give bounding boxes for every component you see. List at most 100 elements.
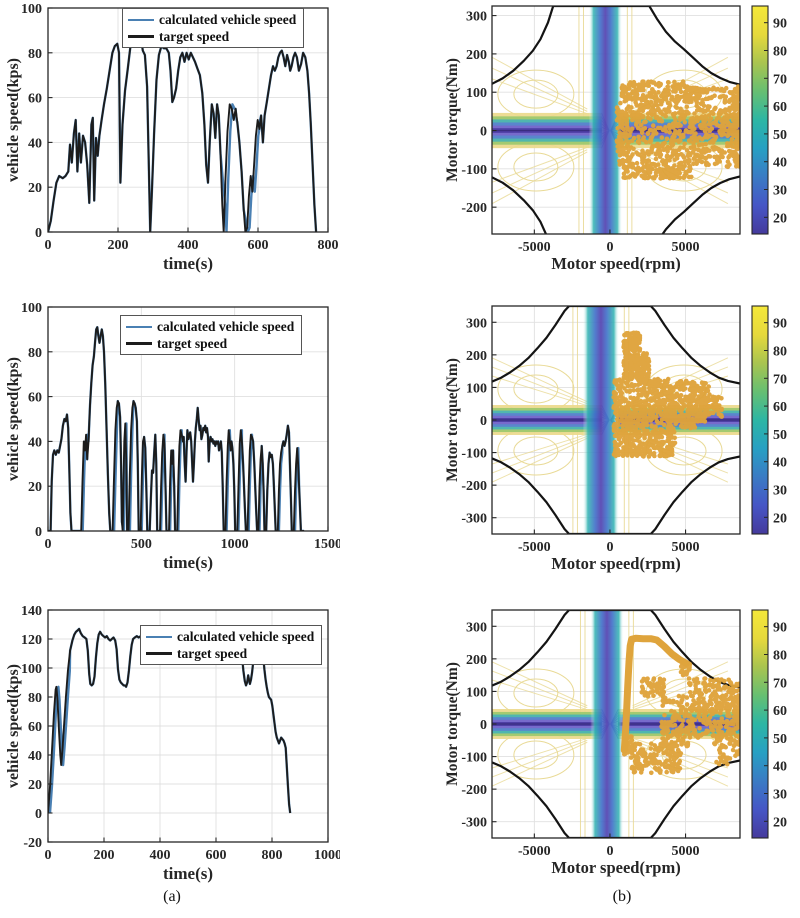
y-tick-label: 0 [480,718,487,733]
x-tick-label: 500 [131,537,152,552]
y-tick-label: 300 [466,10,487,25]
colorbar-tick-label: 60 [773,704,787,719]
colorbar-tick-label: 70 [773,372,787,387]
x-tick-label: 1000 [314,848,340,863]
y-tick-label: 100 [21,2,42,17]
colorbar-tick-label: 40 [773,156,787,171]
x-tick-label: 800 [318,238,339,253]
legend-label-calculated: calculated vehicle speed [157,318,295,334]
x-axis-label: Motor speed(rpm) [551,554,680,573]
y-tick-label: 40 [28,136,42,151]
operating-points [611,330,724,459]
torque-map-plot-2-svg: -5000 0 5000 -300 -200 -100 0 100 200 300 Motor sp… [444,305,787,573]
legend: calculated vehicle speed target speed [140,625,323,665]
series-target-speed [48,326,305,531]
legend: calculated vehicle speed target speed [122,8,305,48]
colorbar-tick-label: 60 [773,400,787,415]
y-axis-label: Motor torque(Nm) [444,358,461,482]
x-tick-label: 800 [262,848,283,863]
colorbar-tick-label: 20 [773,815,787,830]
efficiency-map-content [492,6,740,234]
colorbar-tick-label: 50 [773,428,787,443]
x-tick-label: 0 [45,238,52,253]
x-axis-label: time(s) [163,864,213,883]
y-axis-label: Motor torque(Nm) [444,58,461,182]
x-tick-label: 0 [45,848,52,863]
y-tick-label: 20 [28,778,42,793]
axes-box [47,306,329,532]
y-tick-label: 300 [466,620,487,635]
y-tick-label: 60 [28,92,42,107]
colorbar-tick-label: 20 [773,511,787,526]
y-tick-label: 40 [28,749,42,764]
x-tick-label: 0 [606,240,613,255]
colorbar-tick-label: 90 [773,17,787,32]
y-tick-label: -20 [23,836,42,851]
colorbar-tick-label: 90 [773,621,787,636]
x-tick-label: 400 [178,238,199,253]
torque-envelope-lower [492,759,740,838]
low-speed-band [582,306,620,534]
x-tick-label: 0 [606,844,613,859]
y-tick-label: 140 [21,604,42,619]
torque-envelope-lower [492,175,740,234]
axes-box [491,5,741,235]
y-tick-label: -100 [461,163,487,178]
colorbar-tick-label: 80 [773,44,787,59]
torque-envelope-lower [492,455,740,534]
legend-target-line-swatch [146,652,172,655]
x-tick-label: 1500 [314,537,340,552]
y-tick-label: -200 [461,479,487,494]
y-tick-label: 200 [466,349,487,364]
y-tick-label: 100 [21,662,42,677]
y-tick-label: 100 [21,301,42,316]
efficiency-colorbar [751,5,769,235]
y-tick-label: 0 [35,226,42,241]
y-tick-label: 100 [466,381,487,396]
efficiency-map-content [492,610,740,838]
torque-envelope-upper [492,306,740,385]
y-tick-label: 60 [28,720,42,735]
torque-map-plot-2: -5000 0 5000 -300 -200 -100 0 100 200 300 Motor sp… [444,300,800,576]
torque-envelope-upper [492,6,740,86]
x-tick-label: -5000 [518,240,551,255]
x-tick-label: 0 [45,537,52,552]
colorbar-tick-label: 40 [773,456,787,471]
y-tick-label: 0 [35,525,42,540]
series-target-speed [48,18,318,232]
x-axis-label: time(s) [163,254,213,273]
efficiency-map-content [492,306,740,534]
x-tick-label: 200 [94,848,115,863]
x-tick-label: 1000 [221,537,249,552]
colorbar-tick-label: 30 [773,484,787,499]
y-tick-label: 100 [466,86,487,101]
colorbar-tick-label: 40 [773,760,787,775]
colorbar-tick-label: 30 [773,788,787,803]
speed-plot-cycle3-svg: 0 200 400 600 800 1000-20020406080100120140ti… [5,604,340,883]
y-tick-label: 20 [28,181,42,196]
y-axis-label: Motor torque(Nm) [444,662,461,786]
y-tick-label: 200 [466,48,487,63]
y-tick-label: -200 [461,783,487,798]
caption-a: (a) [163,888,181,905]
x-tick-label: 400 [150,848,171,863]
y-axis-label: vehicle speed(kps) [5,357,22,481]
y-tick-label: 200 [466,653,487,668]
legend-label-calculated: calculated vehicle speed [159,11,297,27]
y-tick-label: 120 [21,633,42,648]
x-tick-label: 600 [206,848,227,863]
colorbar-tick-label: 60 [773,100,787,115]
legend-target-line-swatch [126,342,152,345]
efficiency-colorbar [751,609,769,839]
x-tick-label: -5000 [518,844,551,859]
colorbar-tick-label: 50 [773,732,787,747]
speed-plot-cycle3: 0 200 400 600 800 1000 -20 0 20 40 60 80 100 120 140 ti… [4,602,340,886]
y-tick-label: -100 [461,447,487,462]
y-tick-label: 300 [466,316,487,331]
x-tick-label: 5000 [672,540,700,555]
y-tick-label: 0 [480,414,487,429]
y-tick-label: -200 [461,201,487,216]
y-tick-label: 60 [28,391,42,406]
torque-map-plot-3: -5000 0 5000 -300 -200 -100 0 100 200 300 Motor sp… [444,604,800,880]
legend-label-target: target speed [159,28,230,44]
